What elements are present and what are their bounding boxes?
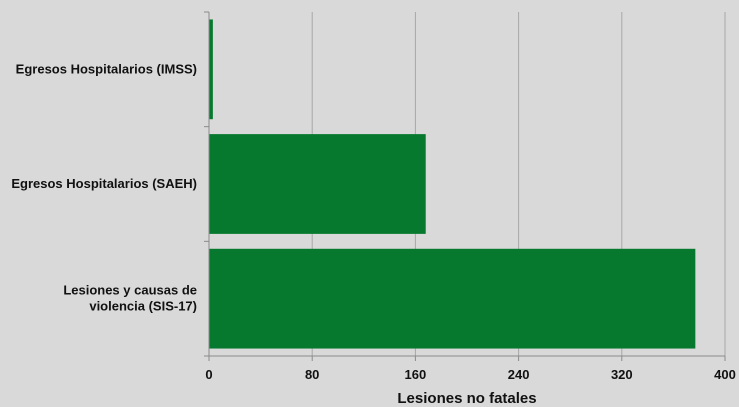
category-label-1: Egresos Hospitalarios (SAEH) <box>11 176 197 191</box>
x-tick-label-1: 80 <box>305 367 319 382</box>
x-tick-labels: 0 80 160 240 320 400 <box>205 367 735 382</box>
x-tick-label-4: 320 <box>611 367 633 382</box>
bar-2 <box>209 248 696 349</box>
bar-1 <box>209 134 426 234</box>
category-label-0: Egresos Hospitalarios (IMSS) <box>16 61 197 76</box>
x-tick-label-3: 240 <box>508 367 530 382</box>
bars <box>209 19 696 349</box>
category-label-2: Lesiones y causas de violencia (SIS-17) <box>63 283 197 314</box>
category-labels: Egresos Hospitalarios (IMSS) Egresos Hosp… <box>11 61 197 313</box>
x-tick-label-0: 0 <box>205 367 212 382</box>
x-tick-label-5: 400 <box>714 367 736 382</box>
bar-0 <box>209 19 213 120</box>
axes <box>204 11 726 361</box>
x-axis-title: Lesiones no fatales <box>397 390 536 407</box>
x-tick-label-2: 160 <box>405 367 427 382</box>
